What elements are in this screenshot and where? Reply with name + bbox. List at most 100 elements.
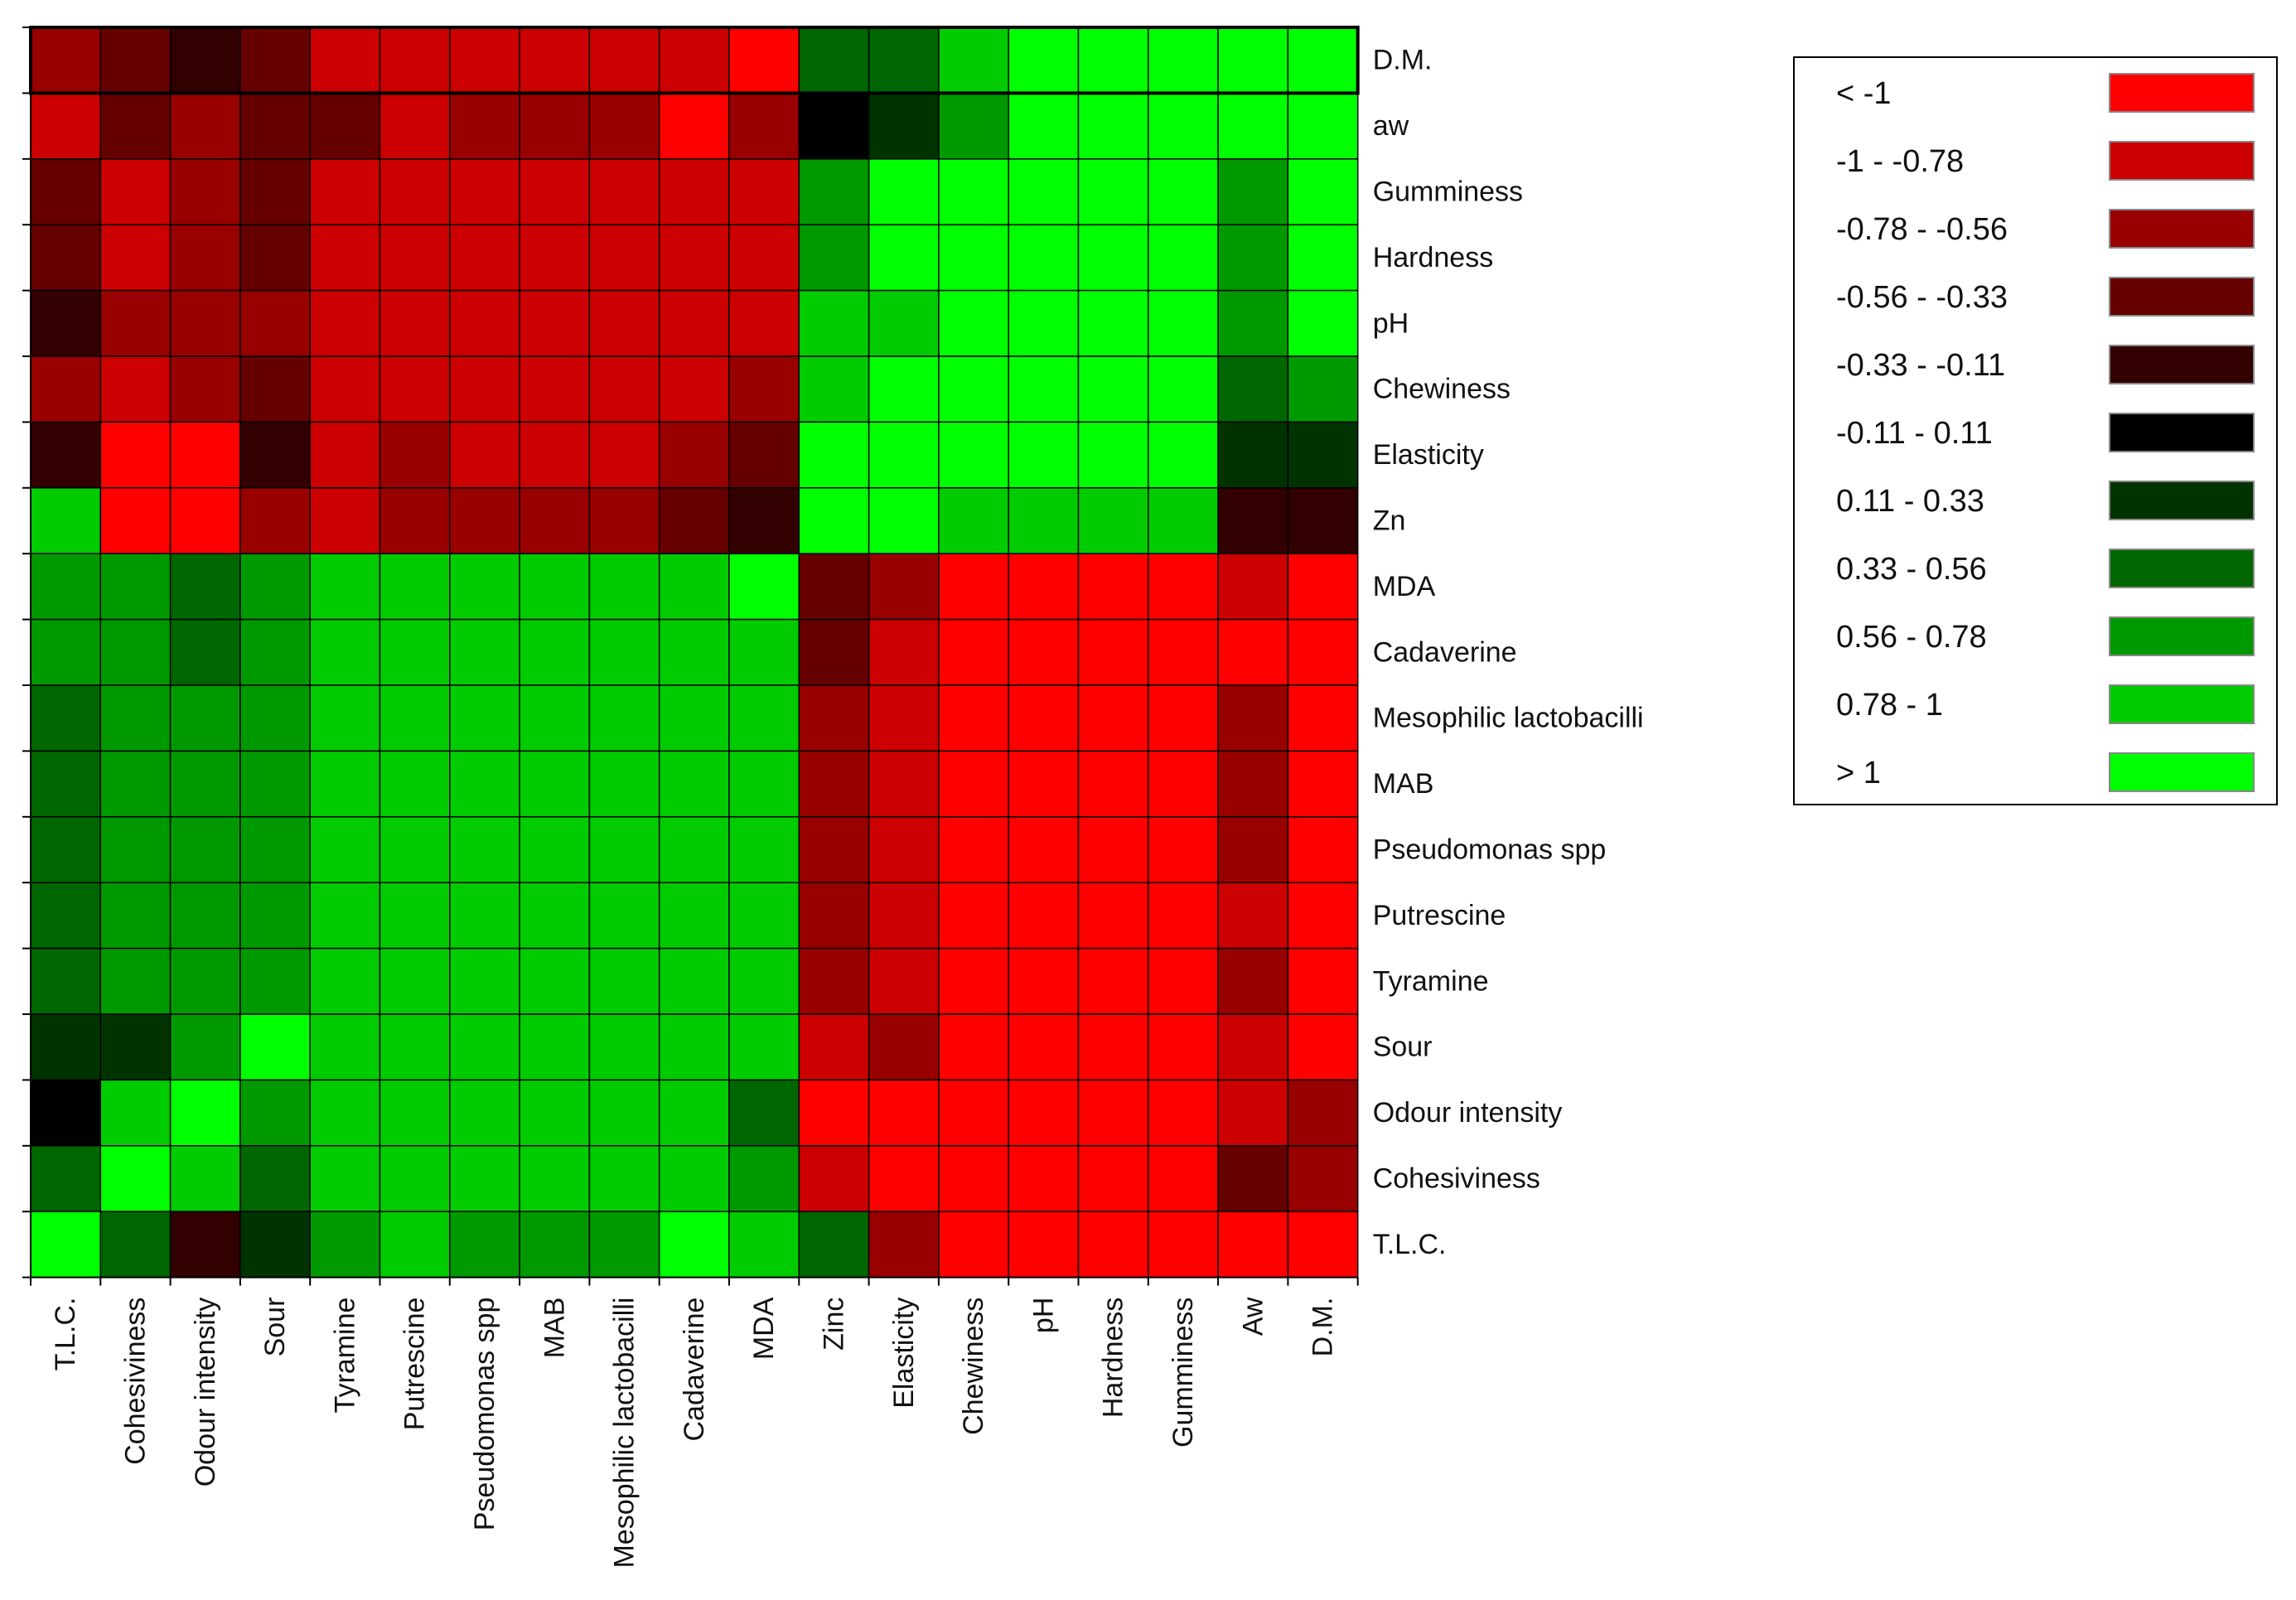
heatmap-cell [99, 158, 172, 225]
heatmap-cell [99, 92, 172, 160]
legend-label: 0.78 - 1 [1836, 688, 1943, 723]
heatmap-cell [658, 1211, 730, 1279]
heatmap-cell [99, 1079, 172, 1147]
heatmap-cell [1077, 1079, 1149, 1147]
heatmap-cell [309, 684, 381, 752]
heatmap-cell [588, 487, 660, 554]
heatmap-cell [1077, 1211, 1149, 1279]
heatmap-cell [588, 92, 660, 160]
heatmap-cell [379, 355, 451, 423]
heatmap-cell [798, 882, 870, 950]
legend-swatch [2109, 277, 2255, 317]
heatmap-cell [30, 1145, 102, 1212]
heatmap-cell [728, 684, 800, 752]
heatmap-cell [588, 289, 660, 357]
heatmap-cell [938, 289, 1009, 357]
heatmap-cell [938, 1013, 1009, 1081]
heatmap-cell [379, 224, 451, 292]
heatmap-cell [1148, 224, 1219, 292]
heatmap-cell [798, 1145, 870, 1212]
heatmap-cell [1217, 224, 1289, 292]
row-label: Chewiness [1373, 374, 1511, 405]
row-label: MDA [1373, 571, 1436, 602]
heatmap-cell [1287, 750, 1359, 818]
heatmap-cell [169, 355, 241, 423]
heatmap-cell [658, 158, 730, 225]
heatmap-cell [379, 289, 451, 357]
heatmap-cell [449, 224, 520, 292]
heatmap-cell [1148, 1211, 1219, 1279]
heatmap-cell [588, 553, 660, 621]
heatmap-cell [1287, 92, 1359, 160]
heatmap-cell [938, 882, 1009, 950]
row-label: Hardness [1373, 242, 1494, 273]
heatmap-cell [798, 1013, 870, 1081]
heatmap-cell [1077, 684, 1149, 752]
heatmap-cell [519, 355, 591, 423]
heatmap-cell [239, 1211, 311, 1279]
heatmap-cell [309, 1013, 381, 1081]
heatmap-cell [169, 224, 241, 292]
heatmap-cell [728, 27, 800, 94]
heatmap-cell [30, 224, 102, 292]
heatmap-cell [1148, 750, 1219, 818]
heatmap-cell [938, 684, 1009, 752]
heatmap-cell [519, 618, 591, 686]
heatmap-cell [99, 355, 172, 423]
legend-item: 0.33 - 0.56 [1795, 540, 2276, 608]
legend-swatch [2109, 413, 2255, 452]
heatmap-cell [99, 553, 172, 621]
heatmap-cell [938, 158, 1009, 225]
heatmap-cell [30, 618, 102, 686]
heatmap-cell [1008, 27, 1080, 94]
heatmap-cell [239, 289, 311, 357]
heatmap-cell [588, 1079, 660, 1147]
heatmap-cell [658, 750, 730, 818]
heatmap-cell [798, 1211, 870, 1279]
heatmap-cell [588, 618, 660, 686]
legend-label: 0.11 - 0.33 [1836, 484, 1984, 519]
heatmap-cell [1148, 816, 1219, 883]
heatmap-cell [728, 750, 800, 818]
heatmap-cell [658, 421, 730, 489]
heatmap-cell [169, 289, 241, 357]
heatmap-cell [1217, 1145, 1289, 1212]
heatmap-cell [379, 684, 451, 752]
heatmap-cell [658, 882, 730, 950]
heatmap-cell [1077, 92, 1149, 160]
heatmap-cell [1148, 355, 1219, 423]
heatmap-cell [1148, 684, 1219, 752]
heatmap-cell [239, 27, 311, 94]
heatmap-cell [728, 553, 800, 621]
heatmap-cell [588, 27, 660, 94]
heatmap-cell [239, 553, 311, 621]
heatmap-cell [1077, 1013, 1149, 1081]
heatmap-cell [868, 27, 940, 94]
heatmap-cell [239, 882, 311, 950]
heatmap-cell [1148, 553, 1219, 621]
heatmap-cell [1217, 816, 1289, 883]
legend-label: 0.33 - 0.56 [1836, 552, 1987, 587]
heatmap-cell [798, 1079, 870, 1147]
row-label: T.L.C. [1373, 1229, 1447, 1260]
heatmap-cell [309, 947, 381, 1015]
heatmap-cell [239, 684, 311, 752]
heatmap-cell [449, 684, 520, 752]
legend-swatch [2109, 752, 2255, 792]
heatmap-cell [728, 224, 800, 292]
heatmap-cell [169, 750, 241, 818]
heatmap-cell [1287, 1013, 1359, 1081]
heatmap-cell [99, 289, 172, 357]
heatmap-cell [868, 684, 940, 752]
column-label: MDA [748, 1297, 780, 1360]
heatmap-cell [658, 947, 730, 1015]
heatmap-cell [1077, 355, 1149, 423]
legend-item: > 1 [1795, 744, 2276, 812]
heatmap-cell [309, 1079, 381, 1147]
row-label: Elasticity [1373, 439, 1484, 471]
heatmap-cell [1287, 355, 1359, 423]
heatmap-cell [1217, 553, 1289, 621]
heatmap-cell [239, 1145, 311, 1212]
heatmap-cell [1148, 92, 1219, 160]
heatmap-cell [1217, 487, 1289, 554]
